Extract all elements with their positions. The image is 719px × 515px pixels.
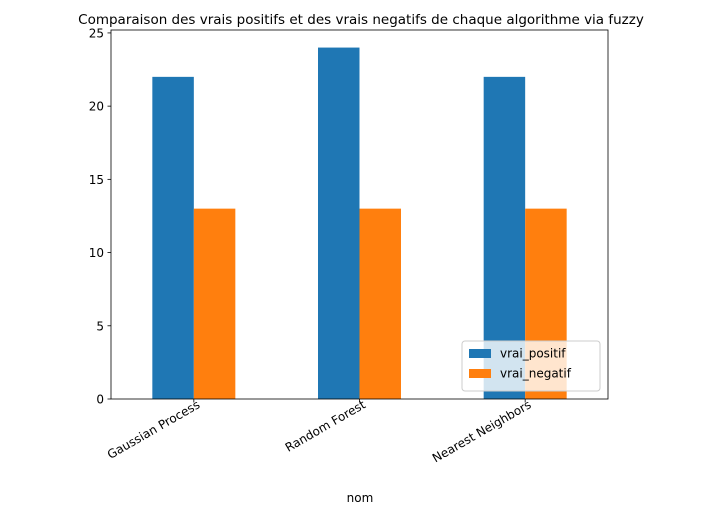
- legend-swatch-vrai-negatif: [469, 369, 491, 378]
- bar-vrai-negatif-1: [193, 208, 236, 399]
- chart-title: Comparaison des vrais positifs et des vr…: [78, 12, 644, 28]
- y-tick-label-20: 20: [89, 100, 104, 114]
- x-tick-label-2: Random Forest: [283, 397, 368, 454]
- x-tick-label-1: Gaussian Process: [105, 397, 202, 461]
- x-tick-label-3: Nearest Neighbors: [430, 397, 534, 465]
- y-tick-label-10: 10: [89, 246, 104, 260]
- plot-area: [110, 29, 609, 400]
- y-axis: 0 5 10 15 20 25: [89, 26, 111, 407]
- y-tick-label-25: 25: [89, 26, 104, 40]
- legend-label-vrai-positif: vrai_positif: [500, 347, 566, 361]
- x-axis-label: nom: [347, 491, 374, 505]
- legend-label-vrai-negatif: vrai_negatif: [500, 367, 572, 381]
- legend-box: [461, 340, 601, 392]
- bar-vrai-positif-2: [318, 47, 360, 399]
- y-tick-label-0: 0: [96, 393, 104, 407]
- y-tick-label-5: 5: [96, 319, 104, 333]
- bar-vrai-positif-1: [152, 76, 194, 399]
- legend: vrai_positif vrai_negatif: [461, 340, 601, 392]
- legend-swatch-vrai-positif: [469, 349, 491, 358]
- y-tick-label-15: 15: [89, 173, 104, 187]
- bar-vrai-negatif-2: [359, 208, 401, 399]
- x-axis: Gaussian Process Random Forest Nearest Nei…: [105, 397, 534, 465]
